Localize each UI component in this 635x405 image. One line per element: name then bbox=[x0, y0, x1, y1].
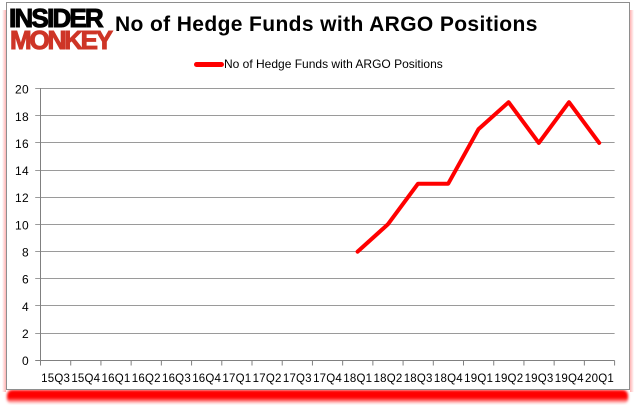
svg-text:16Q3: 16Q3 bbox=[162, 373, 191, 385]
svg-text:20: 20 bbox=[15, 83, 29, 97]
svg-text:17Q2: 17Q2 bbox=[253, 373, 282, 385]
svg-text:17Q4: 17Q4 bbox=[313, 373, 342, 385]
svg-text:12: 12 bbox=[15, 191, 29, 205]
svg-text:16Q4: 16Q4 bbox=[192, 373, 221, 385]
svg-text:19Q3: 19Q3 bbox=[525, 373, 554, 385]
svg-text:19Q4: 19Q4 bbox=[555, 373, 584, 385]
svg-text:19Q2: 19Q2 bbox=[494, 373, 523, 385]
svg-text:18: 18 bbox=[15, 110, 29, 124]
svg-text:20Q1: 20Q1 bbox=[585, 373, 614, 385]
svg-text:0: 0 bbox=[22, 354, 29, 368]
svg-text:14: 14 bbox=[15, 164, 29, 178]
svg-text:16: 16 bbox=[15, 137, 29, 151]
svg-text:17Q3: 17Q3 bbox=[283, 373, 312, 385]
svg-text:6: 6 bbox=[22, 273, 29, 287]
svg-text:18Q4: 18Q4 bbox=[434, 373, 463, 385]
svg-text:15Q3: 15Q3 bbox=[41, 373, 70, 385]
svg-text:2: 2 bbox=[22, 327, 29, 341]
svg-text:19Q1: 19Q1 bbox=[464, 373, 493, 385]
svg-text:16Q2: 16Q2 bbox=[132, 373, 161, 385]
svg-text:15Q4: 15Q4 bbox=[71, 373, 100, 385]
svg-text:18Q3: 18Q3 bbox=[404, 373, 433, 385]
svg-text:17Q1: 17Q1 bbox=[222, 373, 251, 385]
svg-text:16Q1: 16Q1 bbox=[102, 373, 131, 385]
svg-text:8: 8 bbox=[22, 246, 29, 260]
svg-text:10: 10 bbox=[15, 218, 29, 232]
svg-text:4: 4 bbox=[22, 300, 29, 314]
svg-text:18Q2: 18Q2 bbox=[374, 373, 403, 385]
svg-text:18Q1: 18Q1 bbox=[343, 373, 372, 385]
